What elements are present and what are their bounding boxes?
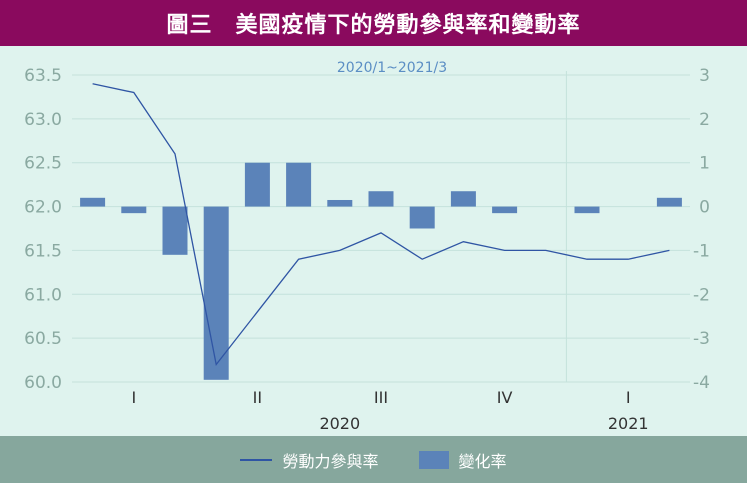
legend-item-line: 勞動力參與率 [240,448,379,472]
left-tick-label: 63.5 [24,66,62,86]
chart-subtitle: 2020/1~2021/3 [337,60,447,76]
bar [162,206,188,255]
quarter-label: III [374,388,388,407]
year-label: 2020 [319,414,360,433]
quarter-label: I [626,388,631,407]
participation-line [92,83,670,367]
left-tick-label: 60.0 [24,373,62,393]
bar [409,206,435,229]
combo-chart: 2020/1~2021/3 63.5 63.0 62.5 62.0 61.5 61.0 60.… [24,60,710,433]
chart-area: 2020/1~2021/3 63.5 63.0 62.5 62.0 61.5 61.0 60.… [0,46,747,436]
bar [450,191,476,207]
bar [286,162,312,207]
legend-item-bar: 變化率 [418,448,507,472]
quarter-label: I [131,388,136,407]
right-tick-label: -1 [693,241,710,261]
bar [574,206,600,214]
bar [121,206,147,214]
right-tick-label: -3 [693,329,710,349]
bar [492,206,518,214]
quarter-label: II [253,388,262,407]
chart-title: 圖三 美國疫情下的勞動參與率和變動率 [0,0,747,46]
year-label: 2021 [608,414,649,433]
bar [244,162,270,207]
legend-line-swatch [240,458,273,461]
left-tick-label: 63.0 [24,110,62,130]
right-tick-label: 1 [699,154,710,174]
right-tick-label: 2 [699,110,710,130]
left-tick-label: 61.0 [24,285,62,305]
quarter-label: IV [497,388,513,407]
bar [368,191,394,207]
left-tick-label: 62.5 [24,154,62,174]
left-tick-label: 62.0 [24,198,62,218]
bar [327,199,353,207]
legend-bar-swatch [418,450,449,469]
bar [203,206,229,380]
bar [656,197,682,207]
bar [80,197,106,207]
right-tick-label: -2 [693,285,710,305]
legend: 勞動力參與率 變化率 [0,436,747,483]
right-tick-label: 0 [699,198,710,218]
legend-bar-label: 變化率 [458,451,507,471]
right-tick-label: -4 [693,373,710,393]
left-tick-label: 60.5 [24,329,62,349]
legend-line-label: 勞動力參與率 [282,451,379,471]
left-tick-label: 61.5 [24,241,62,261]
right-tick-label: 3 [699,66,710,86]
